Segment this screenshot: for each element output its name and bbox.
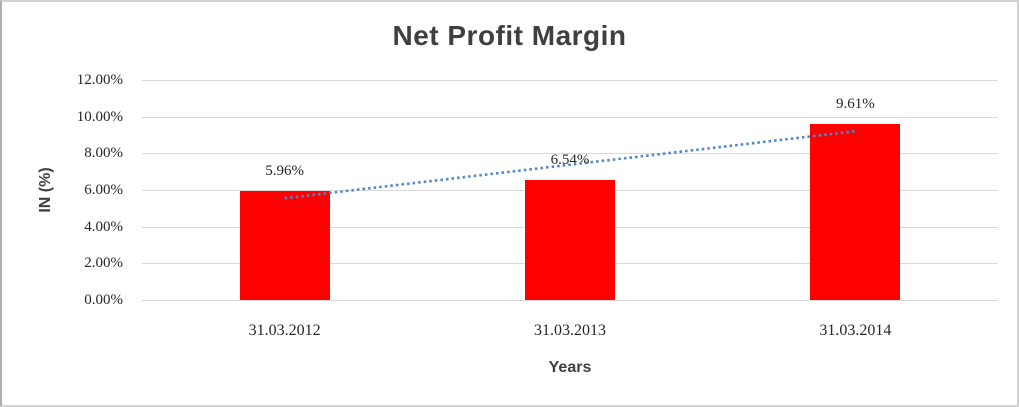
bar	[810, 123, 901, 300]
bar-data-label: 9.61%	[835, 95, 875, 112]
x-category-label: 31.03.2012	[248, 322, 321, 339]
y-tick-label: 6.00%	[84, 182, 123, 198]
x-category-label: 31.03.2013	[534, 322, 606, 339]
bar-data-label: 5.96%	[265, 162, 305, 179]
y-tick-label: 8.00%	[84, 145, 123, 162]
y-tick-label: 10.00%	[76, 108, 123, 125]
chart-title: Net Profit Margin	[392, 20, 627, 51]
y-tick-label: 4.00%	[84, 218, 123, 235]
gridline	[142, 80, 998, 81]
x-axis-title: Years	[548, 359, 592, 376]
y-tick-label: 12.00%	[76, 72, 123, 88]
x-category-label: 31.03.2014	[819, 322, 892, 339]
bar	[239, 190, 330, 300]
gridline	[142, 300, 998, 301]
gridline	[142, 116, 998, 118]
y-tick-label: 2.00%	[84, 255, 123, 272]
bar	[525, 180, 615, 300]
y-tick-label: 0.00%	[84, 292, 123, 308]
bar-data-label: 6.54%	[550, 152, 590, 169]
